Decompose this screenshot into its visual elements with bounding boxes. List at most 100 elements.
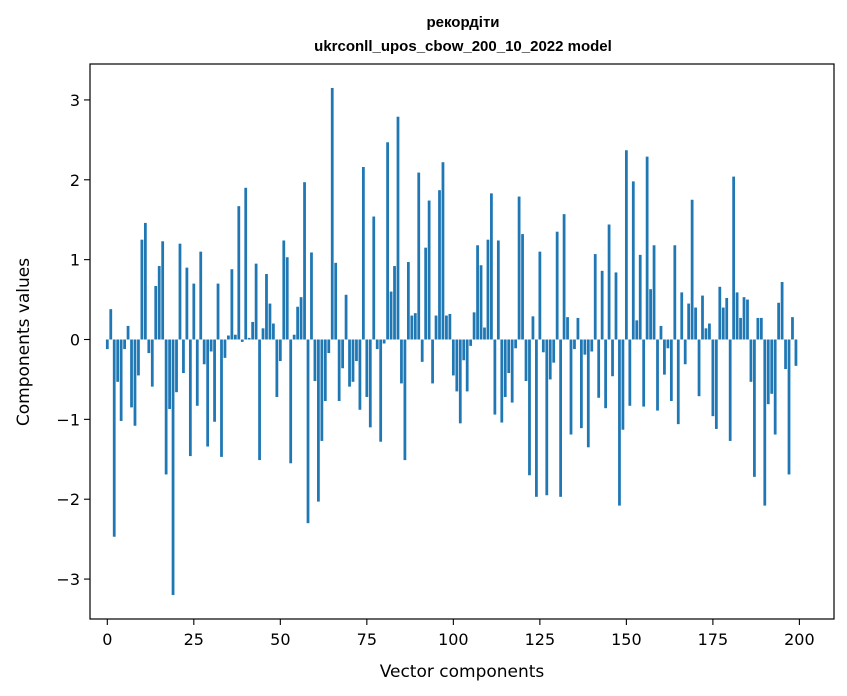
bar-166 xyxy=(680,292,684,340)
bar-19 xyxy=(171,339,175,596)
bar-84 xyxy=(396,116,400,340)
bar-164 xyxy=(673,245,677,340)
chart-subtitle: ukrconll_upos_cbow_200_10_2022 model xyxy=(314,38,612,55)
bar-161 xyxy=(663,339,666,375)
y-tick-label: −3 xyxy=(56,570,80,589)
bar-71 xyxy=(351,339,355,382)
bar-143 xyxy=(600,270,604,340)
bar-1 xyxy=(109,309,113,340)
bar-65 xyxy=(330,87,334,340)
bar-83 xyxy=(393,266,396,340)
bar-27 xyxy=(199,251,203,340)
bar-118 xyxy=(514,339,518,349)
bar-76 xyxy=(368,339,372,428)
bar-159 xyxy=(656,339,659,411)
bar-24 xyxy=(188,339,192,457)
bar-102 xyxy=(458,339,462,424)
bar-160 xyxy=(659,325,663,340)
bar-3 xyxy=(116,339,120,382)
bar-47 xyxy=(268,303,272,340)
bar-112 xyxy=(493,339,497,415)
bar-108 xyxy=(479,265,483,340)
bar-196 xyxy=(784,339,787,370)
bar-25 xyxy=(192,283,196,340)
bar-39 xyxy=(240,339,244,342)
bar-136 xyxy=(576,317,580,340)
bar-120 xyxy=(521,234,524,340)
bar-94 xyxy=(431,339,434,384)
bar-194 xyxy=(777,302,781,340)
bar-44 xyxy=(258,339,261,461)
bar-11 xyxy=(143,222,147,340)
bar-49 xyxy=(275,339,279,397)
bar-100 xyxy=(451,339,455,376)
bar-74 xyxy=(361,167,365,340)
bar-52 xyxy=(285,257,289,340)
bar-117 xyxy=(510,339,514,403)
bar-66 xyxy=(334,262,338,340)
bar-150 xyxy=(624,150,628,340)
y-tick-label: 0 xyxy=(70,331,80,350)
bar-85 xyxy=(400,339,403,384)
bar-40 xyxy=(244,187,248,340)
bar-181 xyxy=(732,176,736,340)
bar-134 xyxy=(569,339,573,435)
bar-111 xyxy=(490,193,493,340)
bar-158 xyxy=(652,245,656,340)
bar-33 xyxy=(220,339,223,457)
y-tick-label: −1 xyxy=(56,410,80,429)
bar-128 xyxy=(548,339,552,380)
x-tick-label: 150 xyxy=(611,630,642,649)
bar-79 xyxy=(379,339,383,442)
bar-96 xyxy=(438,190,441,340)
bar-103 xyxy=(462,339,466,361)
bar-115 xyxy=(503,339,507,397)
bar-176 xyxy=(714,339,718,429)
bar-60 xyxy=(313,339,317,382)
x-tick-label: 125 xyxy=(525,630,556,649)
bar-55 xyxy=(296,306,300,340)
bar-28 xyxy=(202,339,206,365)
bar-124 xyxy=(535,339,538,497)
bar-127 xyxy=(545,339,549,496)
x-axis-label: Vector components xyxy=(380,662,545,682)
bar-78 xyxy=(375,339,379,350)
bar-62 xyxy=(320,339,324,441)
bar-92 xyxy=(424,247,428,340)
bar-121 xyxy=(524,339,528,382)
bar-10 xyxy=(140,239,144,340)
bar-151 xyxy=(628,339,632,406)
bar-29 xyxy=(206,339,210,447)
bar-172 xyxy=(701,295,704,340)
bar-169 xyxy=(690,199,694,340)
bar-148 xyxy=(618,339,621,506)
bar-99 xyxy=(448,313,452,340)
bar-42 xyxy=(251,321,255,340)
bar-67 xyxy=(337,339,341,401)
bar-110 xyxy=(486,239,490,340)
bar-175 xyxy=(711,339,715,417)
bar-15 xyxy=(157,266,161,340)
bar-54 xyxy=(292,334,296,340)
bar-114 xyxy=(500,339,504,423)
bar-113 xyxy=(496,240,500,340)
y-tick-label: 1 xyxy=(70,251,80,270)
bar-101 xyxy=(455,339,459,392)
bar-57 xyxy=(303,182,306,340)
bar-50 xyxy=(278,339,282,362)
bar-191 xyxy=(766,339,770,405)
x-tick-label: 25 xyxy=(184,630,204,649)
y-tick-label: −2 xyxy=(56,490,80,509)
bar-144 xyxy=(604,339,607,409)
bar-14 xyxy=(154,286,158,340)
bar-154 xyxy=(638,254,642,340)
bar-58 xyxy=(306,339,310,524)
plot-area-frame xyxy=(89,63,835,620)
y-axis-ticks: −3 −2 −1 0 1 2 3 xyxy=(56,91,90,589)
bar-116 xyxy=(507,339,511,374)
bar-163 xyxy=(669,339,673,401)
y-tick-label: 2 xyxy=(70,171,80,190)
bar-106 xyxy=(472,312,476,340)
bar-132 xyxy=(562,214,566,340)
bar-126 xyxy=(541,339,545,353)
